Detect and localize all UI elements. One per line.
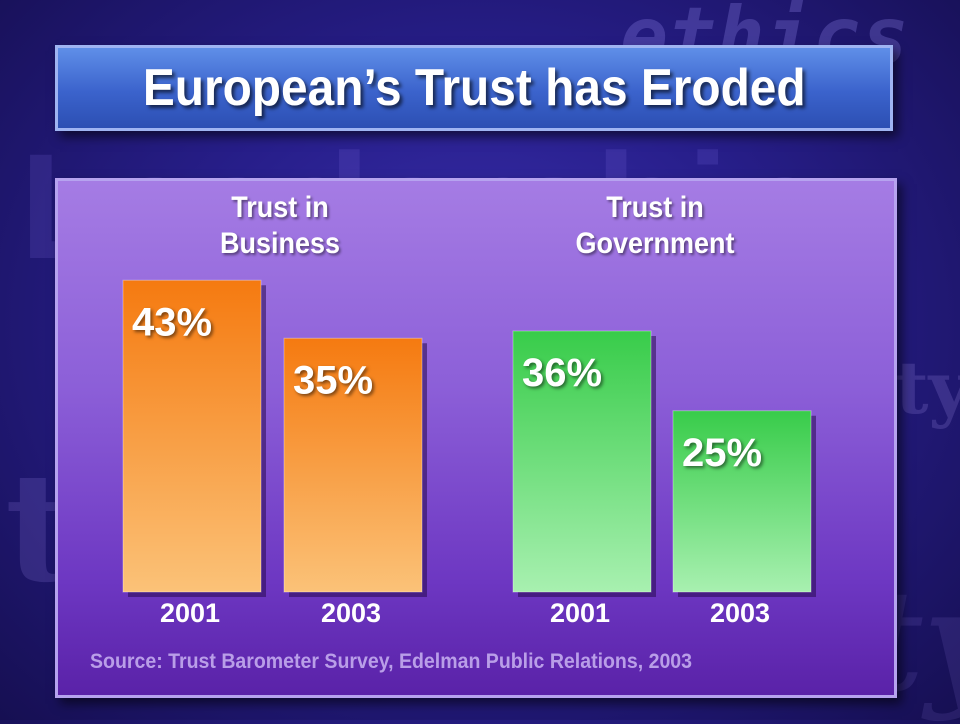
group-label-government-line1: Trust in xyxy=(606,191,704,224)
group-label-government: Trust in Government xyxy=(556,190,754,262)
group-label-business-line1: Trust in xyxy=(231,191,329,224)
category-label-business-2001: 2001 xyxy=(160,598,220,628)
group-label-government-line2: Government xyxy=(575,227,735,260)
group-label-business: Trust in Business xyxy=(190,190,370,262)
category-label-business-2003: 2003 xyxy=(321,598,381,628)
value-label-business-2003: 35% xyxy=(293,358,373,402)
category-label-government-2001: 2001 xyxy=(550,598,610,628)
title-banner: European’s Trust has Eroded xyxy=(55,45,893,131)
value-label-government-2003: 25% xyxy=(682,431,762,475)
bar-business-2003 xyxy=(283,337,423,593)
bar-business-2001 xyxy=(122,279,262,593)
slide-title: European’s Trust has Eroded xyxy=(142,59,806,117)
value-label-business-2001: 43% xyxy=(132,300,212,344)
group-label-business-line2: Business xyxy=(219,227,341,260)
source-note: Source: Trust Barometer Survey, Edelman … xyxy=(90,650,693,673)
bar-government-2001 xyxy=(512,330,652,593)
value-label-government-2001: 36% xyxy=(522,351,602,395)
bar-government-2003 xyxy=(672,410,812,593)
category-label-government-2003: 2003 xyxy=(710,598,770,628)
